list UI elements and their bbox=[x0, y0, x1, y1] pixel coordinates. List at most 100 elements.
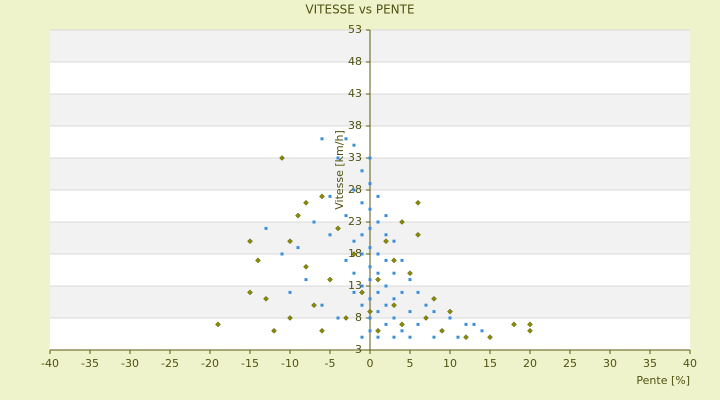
point bbox=[360, 335, 364, 339]
point bbox=[247, 238, 253, 245]
point bbox=[255, 257, 261, 264]
point bbox=[368, 246, 372, 250]
x-tick-label: -25 bbox=[161, 357, 179, 370]
point bbox=[384, 258, 388, 262]
x-tick-label: 30 bbox=[603, 357, 617, 370]
x-tick-label: -40 bbox=[41, 357, 59, 370]
x-axis-label: Pente [%] bbox=[636, 374, 690, 387]
point bbox=[264, 226, 268, 230]
point bbox=[432, 310, 436, 314]
point bbox=[376, 220, 380, 224]
x-tick-label: -10 bbox=[281, 357, 299, 370]
y-tick-label: 23 bbox=[348, 215, 362, 228]
point bbox=[384, 303, 388, 307]
point bbox=[344, 137, 348, 141]
y-tick-label: 43 bbox=[348, 87, 362, 100]
point bbox=[327, 276, 333, 283]
point bbox=[415, 231, 421, 238]
point bbox=[263, 295, 269, 302]
point bbox=[352, 271, 356, 275]
point bbox=[376, 271, 380, 275]
point bbox=[376, 252, 380, 256]
point bbox=[351, 251, 357, 257]
x-tick-label: 35 bbox=[643, 357, 657, 370]
y-tick-label: 38 bbox=[348, 119, 362, 132]
point bbox=[527, 321, 533, 328]
point bbox=[384, 233, 388, 237]
point bbox=[360, 303, 364, 307]
point bbox=[368, 278, 372, 282]
point bbox=[376, 194, 380, 198]
point bbox=[319, 327, 325, 334]
point bbox=[384, 284, 388, 288]
x-tick-label: 20 bbox=[523, 357, 537, 370]
x-tick-label: -20 bbox=[201, 357, 219, 370]
point bbox=[247, 289, 253, 296]
point bbox=[367, 308, 373, 315]
point bbox=[368, 265, 372, 269]
point bbox=[431, 295, 437, 302]
point bbox=[368, 316, 372, 320]
point bbox=[368, 226, 372, 230]
y-tick-label: 48 bbox=[348, 55, 362, 68]
point bbox=[392, 271, 396, 275]
point bbox=[487, 334, 493, 341]
point bbox=[448, 316, 452, 320]
y-tick-label: 13 bbox=[348, 279, 362, 292]
point bbox=[287, 238, 293, 245]
point bbox=[352, 143, 356, 147]
point bbox=[464, 322, 468, 326]
point bbox=[423, 315, 429, 321]
point bbox=[368, 329, 372, 333]
point bbox=[320, 303, 324, 307]
point bbox=[376, 335, 380, 339]
point bbox=[352, 188, 356, 192]
point bbox=[311, 302, 317, 309]
x-tick-label: -30 bbox=[121, 357, 139, 370]
point bbox=[312, 220, 316, 224]
point bbox=[376, 290, 380, 294]
point bbox=[343, 315, 349, 321]
point bbox=[463, 334, 469, 341]
x-tick-label: 0 bbox=[367, 357, 374, 370]
x-tick-label: -15 bbox=[241, 357, 259, 370]
y-tick-label: 33 bbox=[348, 151, 362, 164]
point bbox=[271, 327, 277, 334]
point bbox=[215, 321, 221, 328]
point bbox=[472, 322, 476, 326]
point bbox=[360, 284, 364, 288]
point bbox=[360, 233, 364, 237]
point bbox=[368, 156, 372, 160]
point bbox=[392, 239, 396, 243]
point bbox=[400, 258, 404, 262]
point bbox=[384, 322, 388, 326]
point bbox=[511, 321, 517, 328]
point bbox=[432, 335, 436, 339]
point bbox=[392, 316, 396, 320]
point bbox=[408, 335, 412, 339]
point bbox=[384, 214, 388, 218]
point bbox=[392, 297, 396, 301]
point bbox=[439, 327, 445, 334]
x-tick-label: 10 bbox=[443, 357, 457, 370]
y-axis-label: Vitesse [km/h] bbox=[333, 130, 346, 210]
point bbox=[400, 290, 404, 294]
point bbox=[399, 321, 405, 328]
point bbox=[360, 169, 364, 173]
point bbox=[368, 182, 372, 186]
x-tick-label: 25 bbox=[563, 357, 577, 370]
point bbox=[400, 329, 404, 333]
point bbox=[336, 316, 340, 320]
point bbox=[359, 289, 365, 296]
point bbox=[319, 193, 325, 200]
point bbox=[391, 302, 397, 309]
point bbox=[336, 156, 340, 160]
point bbox=[320, 137, 324, 141]
point bbox=[424, 303, 428, 307]
point bbox=[287, 315, 293, 321]
point bbox=[527, 327, 533, 334]
point bbox=[280, 252, 284, 256]
point bbox=[480, 329, 484, 333]
point bbox=[392, 335, 396, 339]
